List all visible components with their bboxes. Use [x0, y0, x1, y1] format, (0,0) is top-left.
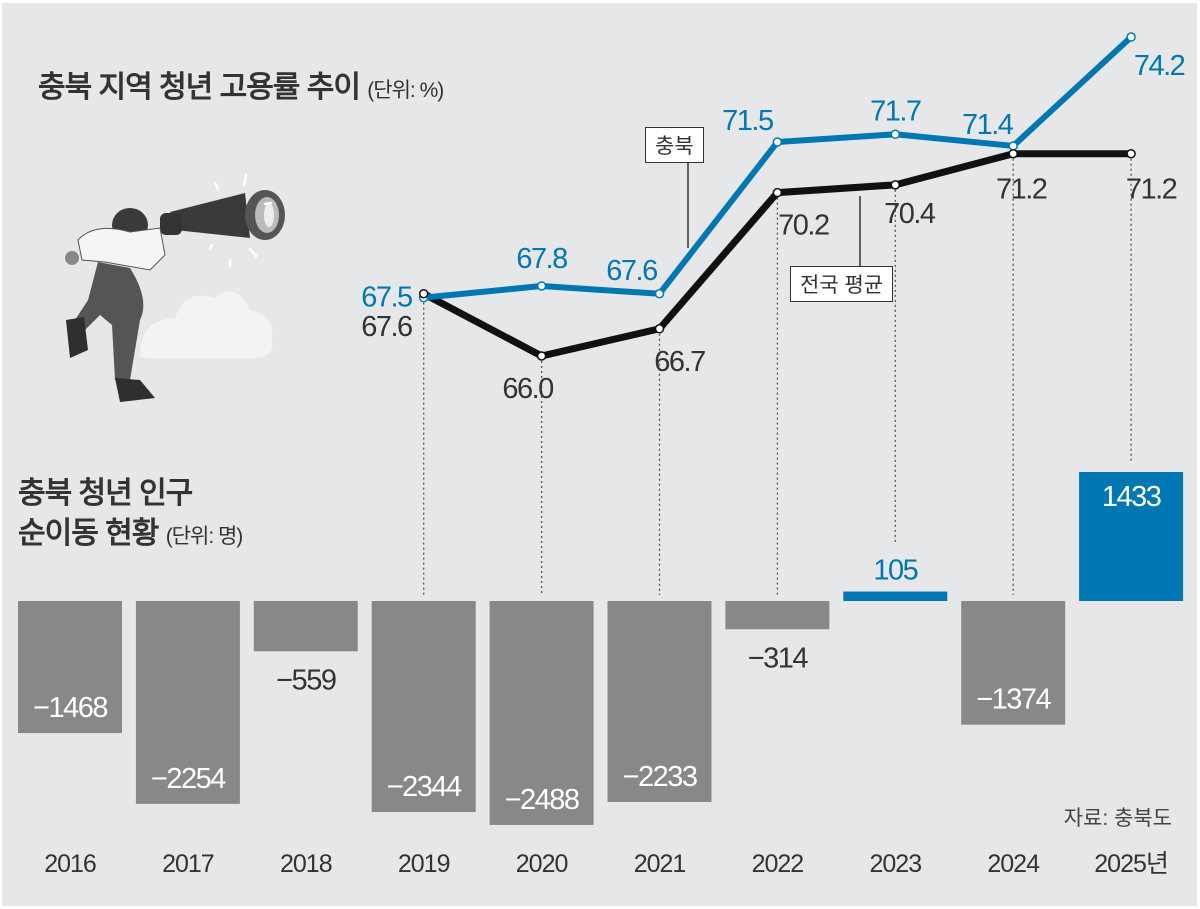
x-tick-label: 2023 — [869, 850, 921, 878]
bar-value-label: −2233 — [623, 761, 697, 793]
bar-value-label: −559 — [276, 664, 336, 696]
national-value-label: 66.0 — [502, 373, 553, 405]
national-point-2024 — [1008, 148, 1018, 159]
chungbuk-value-label: 67.8 — [516, 243, 567, 275]
national-value-label: 70.4 — [884, 198, 936, 230]
bar-value-label: −2344 — [387, 771, 462, 803]
national-point-2021 — [654, 324, 665, 334]
national-point-2025 — [1126, 148, 1136, 159]
bar-title-line2: 순이동 현황 — [18, 517, 159, 550]
chungbuk-point-2023 — [890, 129, 901, 140]
national-value-label: 70.2 — [778, 210, 829, 242]
x-tick-label: 2018 — [280, 850, 332, 878]
x-tick-label: 2022 — [752, 850, 804, 878]
x-tick-label: 2019 — [398, 850, 450, 878]
bar-value-label: 1433 — [1102, 481, 1161, 513]
bar-2017 — [135, 601, 240, 804]
chungbuk-point-2025 — [1126, 32, 1136, 42]
bar-value-label: −2488 — [505, 784, 579, 816]
bar-value-label: 105 — [873, 555, 917, 587]
line-chart-title: 충북 지역 청년 고용률 추이 (단위: %) — [38, 62, 444, 106]
bar-2018 — [253, 601, 358, 652]
bar-title-line1: 충북 청년 인구 — [18, 477, 193, 510]
national-value-label: 71.2 — [996, 174, 1047, 206]
chungbuk-value-label: 71.5 — [722, 105, 773, 137]
national-point-2019 — [418, 289, 429, 299]
legend-callout-chungbuk: 충북 — [645, 127, 704, 163]
bar-value-label: −1468 — [33, 692, 107, 724]
national-point-2022 — [772, 187, 783, 198]
bar-2022 — [725, 601, 830, 630]
source-note: 자료: 충북도 — [1063, 807, 1172, 830]
telescope-icon — [160, 173, 285, 268]
telescope-person-illustration — [65, 173, 285, 402]
national-value-label: 67.6 — [361, 311, 412, 343]
employment-rate-lines: 67.5 67.8 67.6 71.5 71.7 71.4 74.2 67.6 66.0 66.7… — [361, 32, 1186, 595]
bar-chart-title: 충북 청년 인구 순이동 현황 (단위: 명) — [18, 474, 244, 557]
legend-callout-national: 전국 평균 — [790, 266, 894, 302]
bar-2019 — [371, 601, 476, 812]
bar-2020 — [489, 601, 594, 825]
bar-title-unit: (단위: 명) — [165, 525, 244, 548]
x-tick-label: 2020 — [516, 850, 568, 878]
title-unit: (단위: %) — [367, 79, 444, 102]
national-point-2023 — [890, 180, 901, 190]
bar-2025년 — [1079, 472, 1184, 601]
bar-2024 — [961, 601, 1066, 725]
person-icon — [65, 208, 166, 402]
bar-2016 — [18, 601, 122, 734]
chungbuk-point-2024 — [1008, 141, 1018, 151]
bar-value-label: −2254 — [151, 763, 226, 795]
x-tick-label: 2024 — [987, 850, 1040, 878]
chungbuk-point-2021 — [654, 289, 665, 299]
x-tick-label: 2021 — [634, 850, 686, 878]
chungbuk-point-2020 — [536, 281, 547, 291]
chungbuk-value-label: 71.4 — [962, 109, 1014, 141]
x-tick-label: 2017 — [162, 850, 214, 878]
cloud-icon — [140, 291, 273, 358]
chungbuk-value-label: 71.7 — [870, 95, 921, 127]
national-value-label: 71.2 — [1126, 174, 1177, 206]
bar-value-label: −1374 — [976, 684, 1051, 716]
chungbuk-value-label: 74.2 — [1134, 50, 1185, 82]
chungbuk-value-label: 67.6 — [606, 255, 657, 287]
national-value-label: 66.7 — [654, 346, 705, 378]
chungbuk-value-label: 67.5 — [361, 282, 412, 314]
x-tick-label: 2016 — [44, 850, 96, 878]
bar-2023 — [843, 591, 948, 601]
national-point-2020 — [536, 351, 547, 361]
bar-2021 — [607, 601, 712, 802]
x-tick-label: 2025년 — [1094, 850, 1168, 878]
bar-value-label: −314 — [748, 642, 809, 674]
chungbuk-point-2022 — [772, 137, 783, 147]
net-migration-bars: −1468 2016 −2254 2017 −559 2018 −2344 2019 −2488… — [18, 472, 1184, 878]
title-text: 충북 지역 청년 고용률 추이 — [38, 71, 361, 104]
